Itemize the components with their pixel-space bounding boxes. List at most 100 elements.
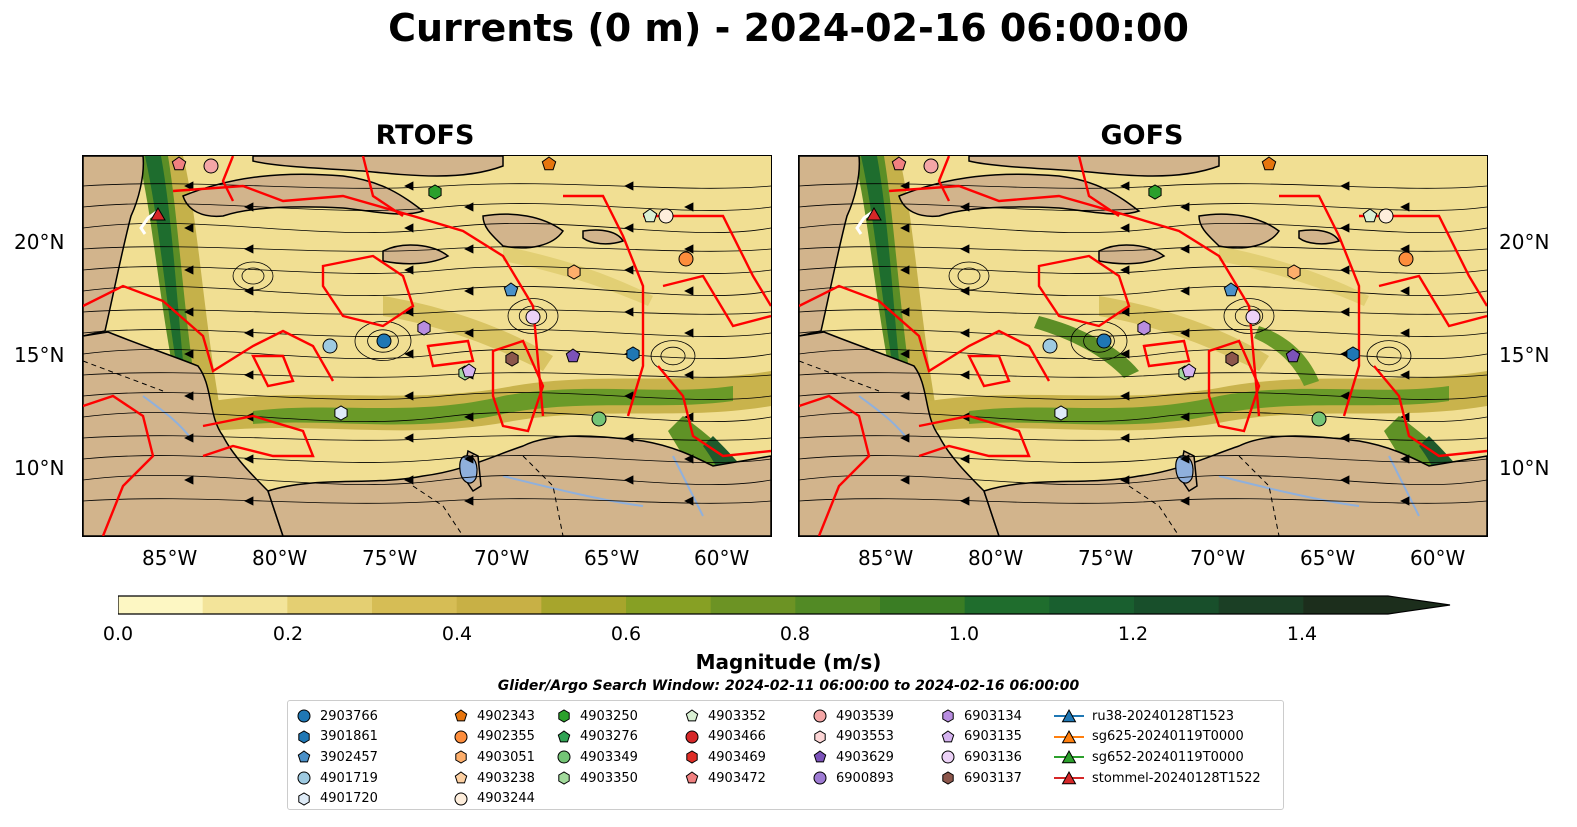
legend-label: 4903276 (580, 729, 638, 745)
eez-boundary (251, 354, 295, 388)
streamline-arrow (404, 349, 414, 359)
streamline-arrow (624, 223, 634, 233)
land-mass (1298, 229, 1341, 245)
streamline-arrow (1400, 370, 1410, 380)
streamline-arrow (1400, 286, 1410, 296)
legend-item: 4903244 (453, 788, 535, 809)
hexagon-marker (1054, 405, 1068, 421)
pentagon-marker (1285, 348, 1301, 363)
hexagon-marker (558, 709, 570, 723)
legend-symbol (297, 771, 311, 785)
colorbar-segment (964, 596, 1050, 614)
streamline-arrow (960, 286, 970, 296)
pentagon-marker (297, 750, 311, 763)
streamline-arrow (244, 286, 254, 296)
streamline-arrow (464, 286, 474, 296)
eddy-streamline (507, 298, 559, 334)
streamline (83, 285, 771, 297)
circle-marker (1378, 208, 1394, 224)
eez-boundary (1077, 156, 1120, 217)
legend-symbol (813, 709, 827, 723)
streamline-arrow (684, 370, 694, 380)
colorbar (118, 595, 1451, 615)
legend-column: 6903134 6903135 6903136 6903137 (940, 706, 1022, 788)
streamline (799, 348, 1487, 360)
legend-item: 4903349 (556, 747, 638, 768)
legend-label: 4901720 (320, 791, 378, 807)
panel-title-gofs: GOFS (1100, 120, 1184, 151)
streamline (799, 285, 1487, 297)
streamline-arrow (624, 433, 634, 443)
legend-symbol (941, 750, 955, 764)
streamline-arrow (624, 181, 634, 191)
legend-label: 3902457 (320, 749, 378, 765)
streamline (83, 372, 771, 378)
colorbar-segment (1303, 596, 1389, 614)
streamline (799, 498, 1487, 504)
legend-symbol (297, 709, 311, 723)
pentagon-marker (461, 363, 477, 378)
pentagon-marker (557, 730, 571, 743)
colorbar-segment (456, 596, 542, 614)
eez-boundary (426, 339, 475, 368)
legend-item: 4903469 (684, 747, 766, 768)
eez-boundary (202, 414, 315, 458)
circle-marker (203, 158, 219, 174)
circle-marker (923, 158, 939, 174)
hexagon-marker (1287, 264, 1301, 280)
legend-symbol (558, 771, 570, 785)
streamline-arrow (1120, 181, 1130, 191)
streamline-arrow (404, 433, 414, 443)
lon-label-85w-left: 85°W (142, 546, 198, 570)
legend-symbol (298, 730, 310, 744)
legend-item: 2903766 (296, 706, 378, 727)
map-gofs (799, 156, 1487, 536)
legend-symbol (685, 709, 699, 722)
streamline-arrow (184, 223, 194, 233)
streamline (83, 392, 771, 400)
legend-item: 4901719 (296, 768, 378, 789)
legend-item: ru38-20240128T1523 (1054, 706, 1261, 727)
legend-item: 3901861 (296, 727, 378, 748)
streamline (83, 329, 771, 337)
streamline-arrow (464, 202, 474, 212)
hexagon-marker (942, 771, 954, 785)
hexagon-marker (1346, 346, 1360, 362)
legend-label: 4903350 (580, 770, 638, 786)
eddy-streamline (1083, 329, 1115, 353)
streamline-arrow (464, 328, 474, 338)
eez-boundary (888, 184, 1261, 417)
streamline (799, 372, 1487, 378)
hexagon-marker (567, 264, 581, 280)
circle-marker (1096, 333, 1112, 349)
pentagon-marker (565, 348, 581, 363)
circle-marker (322, 338, 338, 354)
river (1218, 475, 1360, 507)
legend-item: 4903250 (556, 706, 638, 727)
eddy-streamline (1366, 340, 1412, 372)
eez-boundary (662, 274, 771, 328)
streamline-arrow (624, 475, 634, 485)
land-mass (968, 156, 1220, 177)
streamline (83, 411, 771, 423)
pentagon-marker (685, 771, 699, 784)
legend-item: 4903238 (453, 768, 535, 789)
streamline-arrow (184, 265, 194, 275)
legend-column: ru38-20240128T1523 sg625-20240119T0000 sg6… (1054, 706, 1261, 788)
hexagon-marker (686, 750, 698, 765)
land-mass (799, 156, 861, 337)
streamline-arrow (1120, 265, 1130, 275)
streamline-arrow (1340, 181, 1350, 191)
lat-label-15n-left: 15°N (14, 343, 65, 367)
legend-symbol (298, 792, 310, 806)
legend-symbol (814, 730, 826, 744)
land-mass (482, 213, 565, 249)
streamline-arrow (684, 244, 694, 254)
legend-label: 4903553 (836, 729, 894, 745)
eez-boundary (937, 156, 951, 202)
streamline-arrow (900, 349, 910, 359)
legend-symbol (454, 792, 468, 806)
eez-boundary (1378, 274, 1487, 328)
circle-marker (813, 709, 827, 723)
colorbar-segment (1134, 596, 1220, 614)
